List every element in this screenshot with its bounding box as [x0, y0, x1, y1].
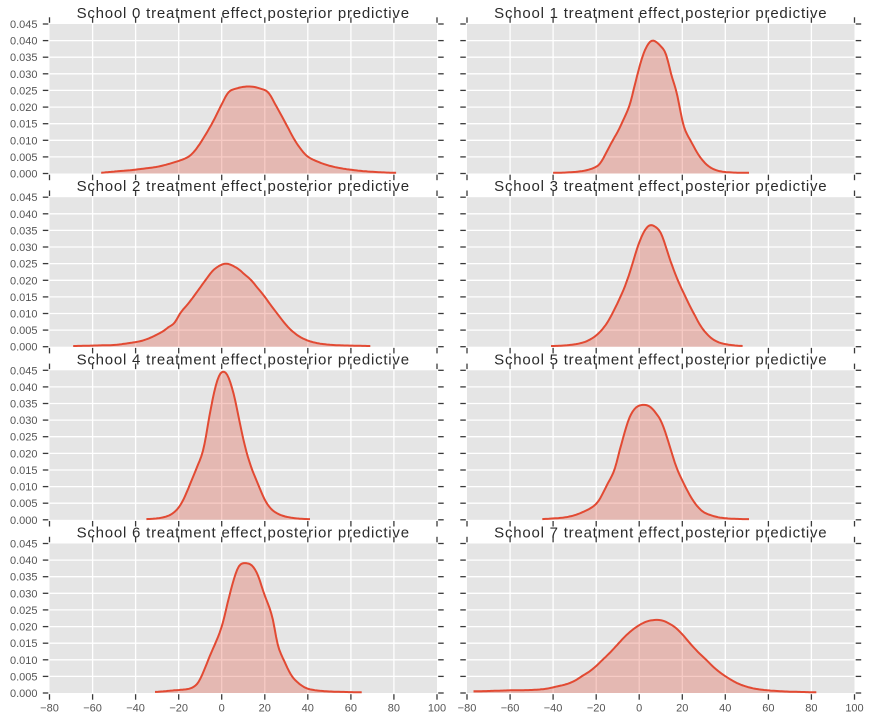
svg-text:40: 40 — [302, 703, 314, 715]
svg-text:0.025: 0.025 — [10, 85, 38, 97]
svg-text:0.045: 0.045 — [10, 19, 38, 31]
svg-text:100: 100 — [845, 703, 863, 715]
svg-text:−80: −80 — [40, 703, 59, 715]
svg-text:−20: −20 — [587, 703, 606, 715]
svg-text:40: 40 — [719, 703, 731, 715]
svg-text:School 4 treatment effect post: School 4 treatment effect posterior pred… — [77, 351, 410, 368]
svg-text:0.010: 0.010 — [10, 482, 38, 494]
svg-text:School 3 treatment effect post: School 3 treatment effect posterior pred… — [494, 178, 827, 195]
svg-text:0.010: 0.010 — [10, 135, 38, 147]
svg-text:0.020: 0.020 — [10, 102, 38, 114]
svg-text:0.020: 0.020 — [10, 622, 38, 634]
svg-text:0.025: 0.025 — [10, 432, 38, 444]
svg-text:60: 60 — [762, 703, 774, 715]
svg-text:−80: −80 — [458, 703, 477, 715]
svg-text:School 1 treatment effect post: School 1 treatment effect posterior pred… — [494, 5, 827, 22]
svg-text:School 2 treatment effect post: School 2 treatment effect posterior pred… — [77, 178, 410, 195]
svg-text:0.015: 0.015 — [10, 292, 38, 304]
svg-text:0.030: 0.030 — [10, 415, 38, 427]
svg-text:0.015: 0.015 — [10, 119, 38, 131]
svg-text:0.025: 0.025 — [10, 259, 38, 271]
svg-text:0.045: 0.045 — [10, 539, 38, 551]
svg-text:0.020: 0.020 — [10, 275, 38, 287]
svg-text:80: 80 — [388, 703, 400, 715]
svg-text:0.040: 0.040 — [10, 209, 38, 221]
svg-text:−40: −40 — [544, 703, 563, 715]
svg-text:0: 0 — [219, 703, 225, 715]
svg-text:0.035: 0.035 — [10, 572, 38, 584]
svg-text:School 0 treatment effect post: School 0 treatment effect posterior pred… — [77, 5, 410, 22]
svg-text:0.000: 0.000 — [10, 688, 38, 700]
svg-text:0.035: 0.035 — [10, 225, 38, 237]
svg-text:0.030: 0.030 — [10, 242, 38, 254]
svg-text:80: 80 — [805, 703, 817, 715]
svg-text:0.035: 0.035 — [10, 399, 38, 411]
svg-text:School 7 treatment effect post: School 7 treatment effect posterior pred… — [494, 525, 827, 542]
svg-text:0.010: 0.010 — [10, 655, 38, 667]
svg-text:0.005: 0.005 — [10, 671, 38, 683]
svg-text:0.025: 0.025 — [10, 605, 38, 617]
svg-text:20: 20 — [259, 703, 271, 715]
svg-text:0.010: 0.010 — [10, 309, 38, 321]
svg-text:0.000: 0.000 — [10, 515, 38, 527]
svg-text:School 6 treatment effect post: School 6 treatment effect posterior pred… — [77, 525, 410, 542]
svg-text:0.005: 0.005 — [10, 498, 38, 510]
svg-text:0.045: 0.045 — [10, 192, 38, 204]
svg-text:0.040: 0.040 — [10, 382, 38, 394]
svg-text:0.015: 0.015 — [10, 638, 38, 650]
svg-text:0.005: 0.005 — [10, 325, 38, 337]
svg-text:0.000: 0.000 — [10, 169, 38, 181]
svg-text:0: 0 — [636, 703, 642, 715]
svg-text:0.000: 0.000 — [10, 342, 38, 354]
svg-text:20: 20 — [676, 703, 688, 715]
svg-text:0.030: 0.030 — [10, 69, 38, 81]
svg-text:60: 60 — [345, 703, 357, 715]
svg-text:0.030: 0.030 — [10, 588, 38, 600]
svg-text:0.040: 0.040 — [10, 555, 38, 567]
svg-text:−60: −60 — [83, 703, 102, 715]
svg-text:0.020: 0.020 — [10, 448, 38, 460]
svg-text:0.015: 0.015 — [10, 465, 38, 477]
svg-text:100: 100 — [428, 703, 446, 715]
svg-text:0.035: 0.035 — [10, 52, 38, 64]
svg-text:School 5 treatment effect post: School 5 treatment effect posterior pred… — [494, 351, 827, 368]
svg-text:−60: −60 — [501, 703, 520, 715]
svg-text:−40: −40 — [126, 703, 145, 715]
svg-text:0.005: 0.005 — [10, 152, 38, 164]
svg-text:0.045: 0.045 — [10, 365, 38, 377]
svg-text:0.040: 0.040 — [10, 36, 38, 48]
svg-text:−20: −20 — [169, 703, 188, 715]
